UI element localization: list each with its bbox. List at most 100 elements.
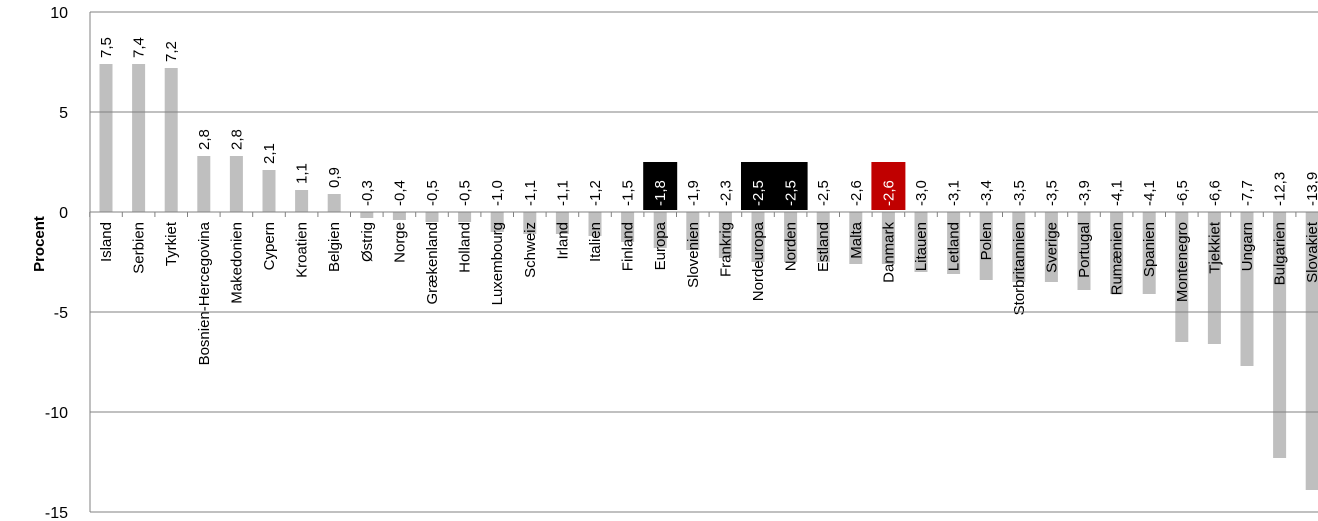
bar	[132, 64, 146, 212]
category-label: Portugal	[1076, 222, 1093, 278]
category-label: Slovenien	[685, 222, 702, 288]
value-label: -0,3	[359, 180, 376, 206]
value-label-highlight	[871, 162, 906, 210]
value-label: -2,6	[880, 180, 897, 206]
category-label: Serbien	[131, 222, 148, 274]
value-label: 7,4	[131, 37, 148, 58]
category-label: Grækenland	[424, 222, 441, 305]
category-label: Island	[98, 222, 115, 262]
value-label: -12,3	[1272, 172, 1289, 206]
bar	[425, 212, 439, 222]
bar	[718, 212, 732, 258]
value-label: 2,8	[196, 129, 213, 150]
category-label: Polen	[978, 222, 995, 260]
value-label: -2,5	[783, 180, 800, 206]
category-label: Luxembourg	[489, 222, 506, 305]
category-label: Sverige	[1043, 222, 1060, 273]
category-label: Kroatien	[294, 222, 311, 278]
bar	[197, 156, 211, 212]
value-label: -3,4	[978, 180, 995, 206]
category-label: Italien	[587, 222, 604, 262]
y-tick-label: -15	[45, 505, 68, 521]
bar	[523, 212, 537, 234]
category-label: Schweiz	[522, 222, 539, 278]
bar	[392, 212, 406, 220]
category-label: Estland	[815, 222, 832, 272]
bar	[327, 194, 341, 212]
bar	[1240, 212, 1254, 366]
bar	[1142, 212, 1156, 294]
category-label: Finland	[620, 222, 637, 271]
bar	[947, 212, 961, 274]
value-label: -2,5	[750, 180, 767, 206]
bar	[164, 68, 178, 212]
value-label: -6,5	[1174, 180, 1191, 206]
category-label: Belgien	[326, 222, 343, 272]
bar	[816, 212, 830, 262]
value-label: -3,5	[1011, 180, 1028, 206]
value-label: -7,7	[1239, 180, 1256, 206]
bar	[229, 156, 243, 212]
value-label: 7,5	[98, 37, 115, 58]
value-label: -1,1	[522, 180, 539, 206]
bar	[1305, 212, 1318, 490]
category-label: Frankrig	[717, 222, 734, 277]
bars	[99, 64, 1318, 490]
value-label: -3,1	[946, 180, 963, 206]
bar	[262, 170, 276, 212]
value-label-highlight	[741, 162, 775, 210]
category-label: Ungarn	[1239, 222, 1256, 271]
y-tick-label: 0	[59, 205, 68, 222]
category-label: Danmark	[880, 222, 897, 283]
category-label: Malta	[848, 221, 865, 258]
value-label: -0,4	[391, 180, 408, 206]
value-label: 2,1	[261, 143, 278, 164]
bar	[751, 212, 765, 262]
y-tick-label: 5	[59, 105, 68, 122]
bar	[99, 64, 113, 212]
bar	[1110, 212, 1124, 294]
y-axis-label: Procent	[31, 216, 48, 272]
bar	[1273, 212, 1287, 458]
value-label: 2,8	[228, 129, 245, 150]
value-label: -4,1	[1109, 180, 1126, 206]
category-label: Holland	[457, 222, 474, 273]
bar	[1044, 212, 1058, 282]
bar	[1207, 212, 1221, 344]
gridlines	[89, 11, 1318, 513]
category-labels: Island Serbien Tyrkiet Bosnien-Hercegovina M…	[98, 221, 1318, 365]
value-label: -1,8	[652, 180, 669, 206]
value-label: -1,2	[587, 180, 604, 206]
bar	[360, 212, 374, 218]
y-axis-ticks: 10 5 0 -5 -10 -15	[45, 5, 68, 521]
category-label: Norden	[783, 222, 800, 271]
value-label: -2,5	[815, 180, 832, 206]
value-label: -2,3	[717, 180, 734, 206]
value-label: -4,1	[1141, 180, 1158, 206]
value-label: -3,9	[1076, 180, 1093, 206]
bar	[784, 212, 798, 262]
category-label: Norge	[391, 222, 408, 263]
value-label: -1,9	[685, 180, 702, 206]
value-label: -2,6	[848, 180, 865, 206]
bar	[295, 190, 309, 212]
category-label: Østrig	[359, 222, 376, 262]
bar	[621, 212, 635, 242]
bar	[1012, 212, 1026, 282]
bar	[849, 212, 863, 264]
category-label: Storbritannien	[1011, 222, 1028, 315]
category-label: Bulgarien	[1272, 222, 1289, 285]
bar	[1175, 212, 1189, 342]
value-label: -0,5	[457, 180, 474, 206]
bar	[881, 212, 895, 264]
bar	[1077, 212, 1091, 290]
value-label: -0,5	[424, 180, 441, 206]
value-label: 7,2	[163, 41, 180, 62]
value-label: -1,0	[489, 180, 506, 206]
category-label: Letland	[946, 222, 963, 271]
bar	[686, 212, 700, 250]
value-label: -13,9	[1304, 172, 1318, 206]
value-label-highlight	[643, 162, 678, 210]
value-label-highlight	[773, 162, 808, 210]
